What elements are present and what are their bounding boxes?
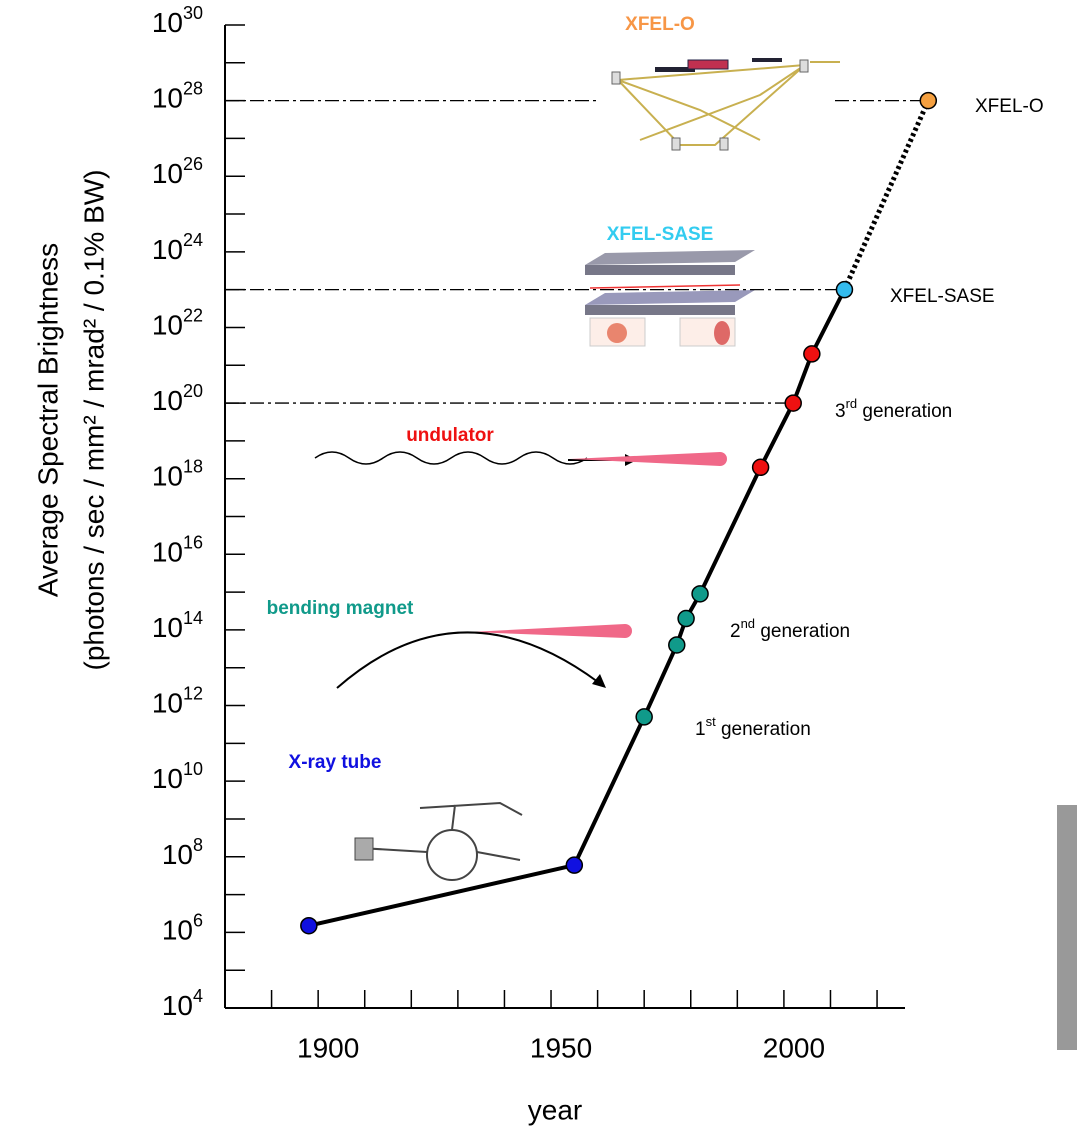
y-tick-base: 10 xyxy=(152,688,183,719)
y-tick-base: 10 xyxy=(152,159,183,190)
annotation: 2nd generation xyxy=(730,616,850,642)
y-tick-base: 10 xyxy=(152,7,183,38)
x-ray-tube-illustration xyxy=(355,803,522,880)
xfel-o-illustration xyxy=(612,58,840,150)
y-tick-label: 1022 xyxy=(152,305,203,341)
y-tick-base: 10 xyxy=(152,234,183,265)
y-tick-exponent: 18 xyxy=(183,456,203,476)
bending-magnet-illustration xyxy=(337,624,632,688)
y-tick-exponent: 20 xyxy=(183,381,203,401)
data-point xyxy=(566,857,582,873)
y-tick-base: 10 xyxy=(152,385,183,416)
annotation-rest: generation xyxy=(857,401,952,422)
x-tick-label: 2000 xyxy=(763,1032,825,1063)
y-tick-exponent: 28 xyxy=(183,78,203,98)
y-tick-exponent: 12 xyxy=(183,683,203,703)
annotation-text: 2 xyxy=(730,621,741,642)
annotation-text: XFEL-O xyxy=(975,96,1044,117)
y-tick-exponent: 30 xyxy=(183,3,203,23)
y-tick-exponent: 4 xyxy=(193,986,203,1006)
data-point xyxy=(920,93,936,109)
y-tick-label: 1028 xyxy=(152,78,203,114)
annotation-text: XFEL-SASE xyxy=(890,286,995,307)
annotation: 1st generation xyxy=(695,714,811,740)
y-tick-label: 1016 xyxy=(152,532,203,568)
y-tick-base: 10 xyxy=(152,83,183,114)
x-tick-label: 1900 xyxy=(297,1032,359,1063)
y-tick-base: 10 xyxy=(162,839,193,870)
y-tick-label: 1020 xyxy=(152,381,203,417)
y-tick-base: 10 xyxy=(152,537,183,568)
annotation: 3rd generation xyxy=(835,396,952,422)
heading: XFEL-O xyxy=(625,14,695,35)
y-tick-base: 10 xyxy=(152,310,183,341)
y-tick-label: 1012 xyxy=(152,683,203,719)
y-tick-label: 1026 xyxy=(152,154,203,190)
data-point xyxy=(678,611,694,627)
data-point xyxy=(636,709,652,725)
y-axis-label: (photons / sec / mm² / mrad² / 0.1% BW) xyxy=(78,169,109,670)
annotation-rest: generation xyxy=(755,621,850,642)
data-point xyxy=(836,282,852,298)
chart: 1041061081010101210141016101810201022102… xyxy=(0,0,1077,1136)
x-tick-label: 1950 xyxy=(530,1032,592,1063)
annotation-sup: rd xyxy=(846,396,858,411)
y-tick-exponent: 24 xyxy=(183,230,203,250)
annotation-sup: st xyxy=(706,714,717,729)
heading: X-ray tube xyxy=(289,752,382,773)
heading: XFEL-SASE xyxy=(607,224,714,245)
y-tick-exponent: 16 xyxy=(183,532,203,552)
data-point xyxy=(301,918,317,934)
y-tick-base: 10 xyxy=(162,915,193,946)
y-tick-label: 1024 xyxy=(152,230,203,266)
annotation-text: 1 xyxy=(695,719,706,740)
annotation-sup: nd xyxy=(741,616,755,631)
annotation: XFEL-O xyxy=(975,96,1044,117)
xfel-sase-illustration xyxy=(585,250,755,346)
y-tick-exponent: 22 xyxy=(183,305,203,325)
data-point xyxy=(804,346,820,362)
annotation: XFEL-SASE xyxy=(890,286,995,307)
y-tick-label: 1010 xyxy=(152,759,203,795)
y-tick-exponent: 10 xyxy=(183,759,203,779)
y-tick-label: 1030 xyxy=(152,3,203,39)
y-tick-exponent: 8 xyxy=(193,835,203,855)
photo-edge xyxy=(1057,805,1077,1050)
heading: bending magnet xyxy=(267,598,414,619)
x-axis-label: year xyxy=(528,1094,582,1125)
y-tick-base: 10 xyxy=(152,764,183,795)
y-tick-base: 10 xyxy=(162,990,193,1021)
data-point xyxy=(785,395,801,411)
undulator-illustration xyxy=(315,452,727,466)
data-point xyxy=(692,586,708,602)
y-tick-exponent: 26 xyxy=(183,154,203,174)
data-point xyxy=(753,459,769,475)
y-tick-exponent: 6 xyxy=(193,910,203,930)
y-tick-base: 10 xyxy=(152,612,183,643)
y-tick-base: 10 xyxy=(152,461,183,492)
y-tick-exponent: 14 xyxy=(183,608,203,628)
y-tick-label: 1018 xyxy=(152,456,203,492)
data-point xyxy=(669,637,685,653)
y-axis-label: Average Spectral Brightness xyxy=(32,243,63,597)
annotation-rest: generation xyxy=(716,719,811,740)
annotation-text: 3 xyxy=(835,401,846,422)
y-tick-label: 108 xyxy=(162,835,203,871)
y-tick-label: 106 xyxy=(162,910,203,946)
y-tick-label: 1014 xyxy=(152,608,203,644)
y-tick-label: 104 xyxy=(162,986,203,1022)
heading: undulator xyxy=(406,425,494,446)
series-line xyxy=(844,101,928,290)
